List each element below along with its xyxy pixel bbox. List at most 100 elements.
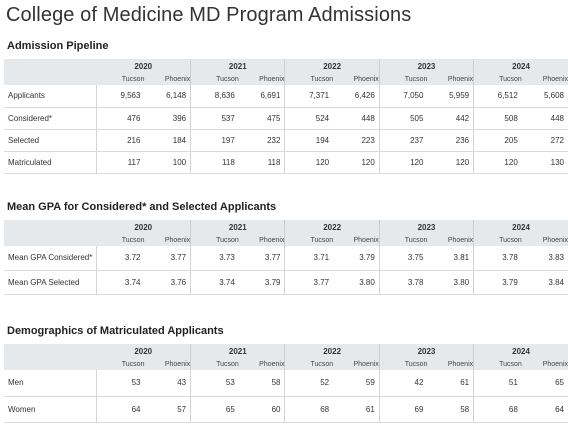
- cell-value: 205: [473, 129, 522, 152]
- year-header: 2023: [378, 344, 474, 358]
- cell-value: 69: [378, 396, 428, 423]
- cell-value: 3.81: [427, 246, 474, 271]
- cell-value: 120: [333, 151, 380, 174]
- cell-value: 448: [521, 107, 568, 130]
- table-row: Matriculated 117 100 118 118 120 120 120 120 120 1…: [4, 151, 568, 174]
- cell-value: 120: [473, 151, 522, 174]
- cell-value: 3.73: [190, 246, 239, 271]
- year-header: 2020: [96, 344, 191, 358]
- gpa-section-title: Mean GPA for Considered* and Selected Ap…: [7, 201, 277, 213]
- row-label: Men: [4, 370, 97, 397]
- cell-value: 216: [96, 129, 145, 152]
- campus-header-phoenix: Phoenix: [427, 73, 474, 85]
- cell-value: 3.76: [144, 270, 191, 295]
- cell-value: 3.79: [333, 246, 380, 271]
- cell-value: 272: [521, 129, 568, 152]
- cell-value: 3.79: [238, 270, 285, 295]
- cell-value: 120: [284, 151, 334, 174]
- cell-value: 118: [238, 151, 285, 174]
- cell-value: 52: [284, 370, 334, 397]
- cell-value: 8,636: [190, 85, 239, 108]
- year-header: 2024: [473, 220, 568, 234]
- cell-value: 537: [190, 107, 239, 130]
- cell-value: 194: [284, 129, 334, 152]
- cell-value: 3.74: [96, 270, 145, 295]
- year-header: 2021: [190, 344, 285, 358]
- cell-value: 5,959: [427, 85, 474, 108]
- campus-header-phoenix: Phoenix: [521, 234, 568, 246]
- cell-value: 3.84: [521, 270, 568, 295]
- cell-value: 61: [333, 396, 380, 423]
- campus-header-tucson: Tucson: [378, 234, 428, 246]
- cell-value: 64: [521, 396, 568, 423]
- campus-header-tucson: Tucson: [378, 73, 428, 85]
- cell-value: 3.77: [144, 246, 191, 271]
- row-label: Selected: [4, 129, 97, 152]
- cell-value: 6,512: [473, 85, 522, 108]
- demographics-section-title: Demographics of Matriculated Applicants: [7, 325, 224, 337]
- table-row: Selected 216 184 197 232 194 223 237 236 205 272: [4, 129, 568, 152]
- cell-value: 58: [238, 370, 285, 397]
- cell-value: 68: [284, 396, 334, 423]
- table-row: Men 53 43 53 58 52 59 42 61 51 65: [4, 370, 568, 397]
- cell-value: 43: [144, 370, 191, 397]
- row-label: Women: [4, 396, 97, 423]
- table-row: Mean GPA Selected 3.74 3.76 3.74 3.79 3.77 3.8…: [4, 270, 568, 295]
- year-header: 2020: [96, 59, 191, 73]
- year-header: 2024: [473, 59, 568, 73]
- admission-pipeline-table: 2020 2021 2022 2023 2024 Tucson Phoenix Tucson P…: [4, 59, 568, 174]
- campus-header-phoenix: Phoenix: [521, 73, 568, 85]
- cell-value: 237: [378, 129, 428, 152]
- campus-header-phoenix: Phoenix: [238, 358, 285, 370]
- year-header: 2023: [378, 220, 474, 234]
- cell-value: 59: [333, 370, 380, 397]
- campus-header-phoenix: Phoenix: [144, 358, 191, 370]
- cell-value: 3.78: [378, 270, 428, 295]
- row-label: Considered*: [4, 107, 97, 130]
- campus-header-tucson: Tucson: [190, 73, 239, 85]
- campus-header-phoenix: Phoenix: [427, 358, 474, 370]
- cell-value: 3.80: [427, 270, 474, 295]
- pipeline-section-title: Admission Pipeline: [7, 40, 109, 52]
- campus-header-row: Tucson Phoenix Tucson Phoenix Tucson Phoenix T…: [4, 234, 568, 246]
- cell-value: 3.71: [284, 246, 334, 271]
- header-corner: [4, 344, 97, 370]
- cell-value: 58: [427, 396, 474, 423]
- campus-header-phoenix: Phoenix: [333, 358, 380, 370]
- campus-header-tucson: Tucson: [190, 234, 239, 246]
- row-label: Matriculated: [4, 151, 97, 174]
- cell-value: 65: [190, 396, 239, 423]
- cell-value: 505: [378, 107, 428, 130]
- table-row: Considered* 476 396 537 475 524 448 505 442 508 44…: [4, 107, 568, 130]
- cell-value: 396: [144, 107, 191, 130]
- cell-value: 3.72: [96, 246, 145, 271]
- cell-value: 9,563: [96, 85, 145, 108]
- year-header-row: 2020 2021 2022 2023 2024: [4, 59, 568, 85]
- campus-header-phoenix: Phoenix: [427, 234, 474, 246]
- cell-value: 53: [190, 370, 239, 397]
- year-header: 2022: [284, 59, 380, 73]
- cell-value: 184: [144, 129, 191, 152]
- campus-header-tucson: Tucson: [96, 358, 145, 370]
- year-header: 2021: [190, 59, 285, 73]
- campus-header-row: Tucson Phoenix Tucson Phoenix Tucson Phoenix T…: [4, 73, 568, 85]
- campus-header-phoenix: Phoenix: [238, 234, 285, 246]
- cell-value: 3.83: [521, 246, 568, 271]
- campus-header-tucson: Tucson: [473, 73, 522, 85]
- row-label: Mean GPA Considered*: [4, 246, 97, 271]
- cell-value: 68: [473, 396, 522, 423]
- cell-value: 130: [521, 151, 568, 174]
- table-row: Applicants 9,563 6,148 8,636 6,691 7,371 6,426…: [4, 85, 568, 108]
- cell-value: 3.79: [473, 270, 522, 295]
- table-row: Women 64 57 65 60 68 61 69 58 68 64: [4, 396, 568, 423]
- cell-value: 7,050: [378, 85, 428, 108]
- cell-value: 100: [144, 151, 191, 174]
- campus-header-row: Tucson Phoenix Tucson Phoenix Tucson Phoenix T…: [4, 358, 568, 370]
- campus-header-phoenix: Phoenix: [333, 234, 380, 246]
- campus-header-phoenix: Phoenix: [144, 73, 191, 85]
- cell-value: 57: [144, 396, 191, 423]
- campus-header-tucson: Tucson: [96, 73, 145, 85]
- cell-value: 61: [427, 370, 474, 397]
- cell-value: 65: [521, 370, 568, 397]
- year-header-row: 2020 2021 2022 2023 2024: [4, 220, 568, 246]
